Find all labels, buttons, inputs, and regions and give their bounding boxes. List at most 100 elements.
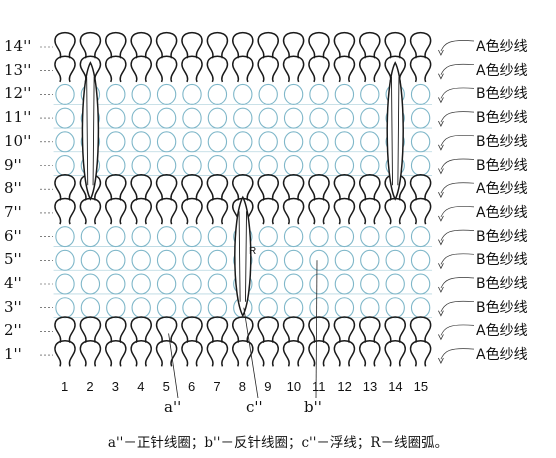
knit-loop [231,55,254,83]
purl-loop [131,226,151,248]
purl-loop [309,297,329,319]
knit-loop [257,339,280,367]
knit-loop [333,174,356,201]
purl-loop [233,83,253,105]
knit-loop [104,316,127,343]
purl-loop [182,226,202,248]
purl-loop [258,107,278,129]
purl-loop [207,154,228,177]
knit-loop [181,316,203,343]
yarn-leader [440,253,475,265]
column-number: 8 [238,379,247,394]
knit-loop [384,55,407,83]
knit-loop [104,197,127,225]
column-number: 9 [264,379,272,394]
yarn-arrow-icon [438,239,444,246]
purl-loop [80,297,101,319]
purl-loop [360,249,380,271]
yarn-leader [440,324,475,336]
yarn-arrow-icon [438,168,444,175]
knit-loop [282,55,305,83]
knit-loop [384,31,407,59]
knit-loop [206,55,229,83]
yarn-leader [440,63,475,75]
purl-loop [360,273,380,295]
knit-loop [79,31,102,59]
purl-loop [131,131,151,153]
yarn-arrow-icon [438,334,444,341]
purl-loop [80,226,101,248]
purl-loop [283,107,304,129]
purl-loop [156,226,177,248]
knit-loop [257,31,280,59]
knit-loop [308,55,330,83]
knit-loop [130,174,153,201]
yarn-color-label: B色纱线 [476,157,528,174]
row-label: 11'' [4,108,32,127]
row-label: 5'' [4,250,22,269]
knit-loop [257,55,280,83]
yarn-color-label: A色纱线 [476,347,528,364]
purl-loop [309,107,329,129]
knit-loop [333,197,356,225]
purl-loop [258,273,278,295]
purl-loop [106,273,126,295]
knit-loop [333,55,356,83]
row-label: 9'' [4,155,22,174]
knit-loop [181,197,203,225]
knit-loop [104,339,127,367]
knit-loop [409,197,432,225]
purl-loop [55,154,75,177]
purl-loop [360,107,380,129]
knit-loop [130,339,153,367]
column-number: 14 [388,379,403,394]
purl-loop [410,154,431,177]
float-stitch-left-inner [86,76,95,186]
column-number: 13 [362,379,378,394]
purl-loop [55,249,75,271]
purl-loop [156,83,177,105]
purl-loop [207,273,228,295]
purl-loop [334,83,355,105]
knit-loop [231,31,254,59]
purl-loop [410,249,431,271]
purl-loop [360,226,380,248]
knit-loop [206,174,229,201]
yarn-leader [440,40,475,52]
purl-loop [207,226,228,248]
purl-loop [309,83,329,105]
knit-loop [181,339,203,367]
yarn-arrow-icon [438,97,444,104]
purl-loop [385,297,405,319]
knit-loop [130,197,153,225]
knit-loop [54,174,76,201]
knit-loop [54,31,76,59]
purl-loop [309,249,329,271]
purl-loop [283,273,304,295]
purl-loop [309,154,329,177]
loop-arc-label: R [249,246,257,257]
knit-loop [384,197,407,225]
yarn-leader [440,111,475,123]
purl-loop [207,249,228,271]
purl-loop [106,83,126,105]
purl-loop [207,107,228,129]
purl-loop [55,273,75,295]
yarn-leader [440,348,475,360]
yarn-color-label: B色纱线 [476,299,528,316]
purl-loop [131,273,151,295]
column-number: 7 [213,379,221,394]
column-number: 1 [61,379,69,394]
row-label: 8'' [4,179,22,198]
purl-loop [106,154,126,177]
knit-loop [54,197,76,225]
yarn-arrow-icon [438,144,444,151]
row-label: 2'' [4,321,22,340]
yarn-color-label: B色纱线 [476,252,528,269]
yarn-leader [440,182,475,194]
purl-loop [131,107,151,129]
float-stitch-left [81,61,100,201]
purl-loop [55,297,75,319]
purl-loop [156,131,177,153]
